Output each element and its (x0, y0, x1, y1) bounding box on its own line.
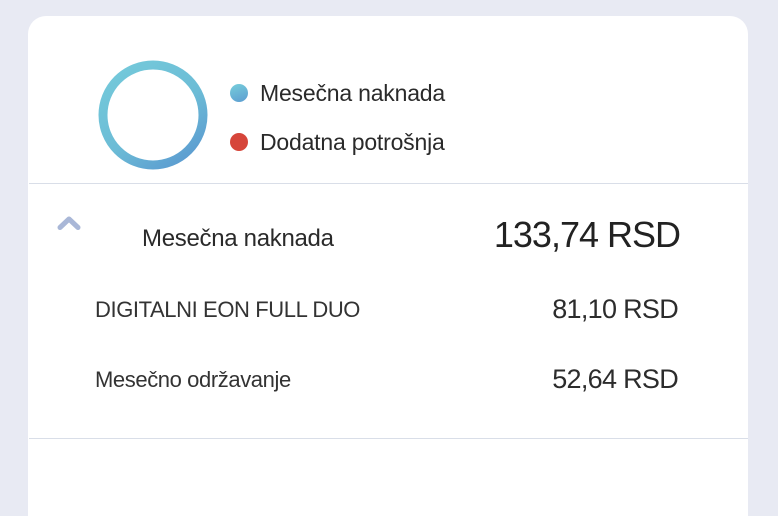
breakdown-item-amount: 52,64 RSD (552, 364, 678, 394)
legend-label-additional-spending: Dodatna potrošnja (260, 128, 445, 155)
app-screen: Mesečna naknada Dodatna potrošnja Mesečn… (28, 16, 748, 516)
breakdown-row-digitalni-eon-full-duo: DIGITALNI EON FULL DUO 81,10 RSD (28, 290, 748, 330)
section-divider-bottom (29, 438, 748, 439)
legend-label-monthly-fee: Mesečna naknada (260, 79, 445, 106)
breakdown-item-label: Mesečno održavanje (95, 367, 291, 392)
chevron-up-icon[interactable] (56, 214, 82, 232)
legend-dot-red-icon (230, 133, 248, 151)
donut-chart (98, 60, 208, 170)
legend-item-monthly-fee: Mesečna naknada (230, 80, 445, 106)
breakdown-row-mesecno-odrzavanje: Mesečno održavanje 52,64 RSD (28, 360, 748, 400)
monthly-fee-header-label: Mesečna naknada (142, 225, 334, 252)
breakdown-item-label: DIGITALNI EON FULL DUO (95, 297, 361, 322)
section-divider-top (29, 183, 748, 184)
billing-card: Mesečna naknada Dodatna potrošnja (28, 16, 748, 516)
breakdown-item-amount: 81,10 RSD (552, 294, 678, 324)
legend-item-additional-spending: Dodatna potrošnja (230, 129, 445, 155)
monthly-fee-header-row[interactable]: Mesečna naknada 133,74 RSD (28, 210, 748, 268)
legend-dot-blue-icon (230, 84, 248, 102)
monthly-fee-total-amount: 133,74 RSD (493, 214, 681, 255)
donut-ring-segment (98, 60, 208, 170)
